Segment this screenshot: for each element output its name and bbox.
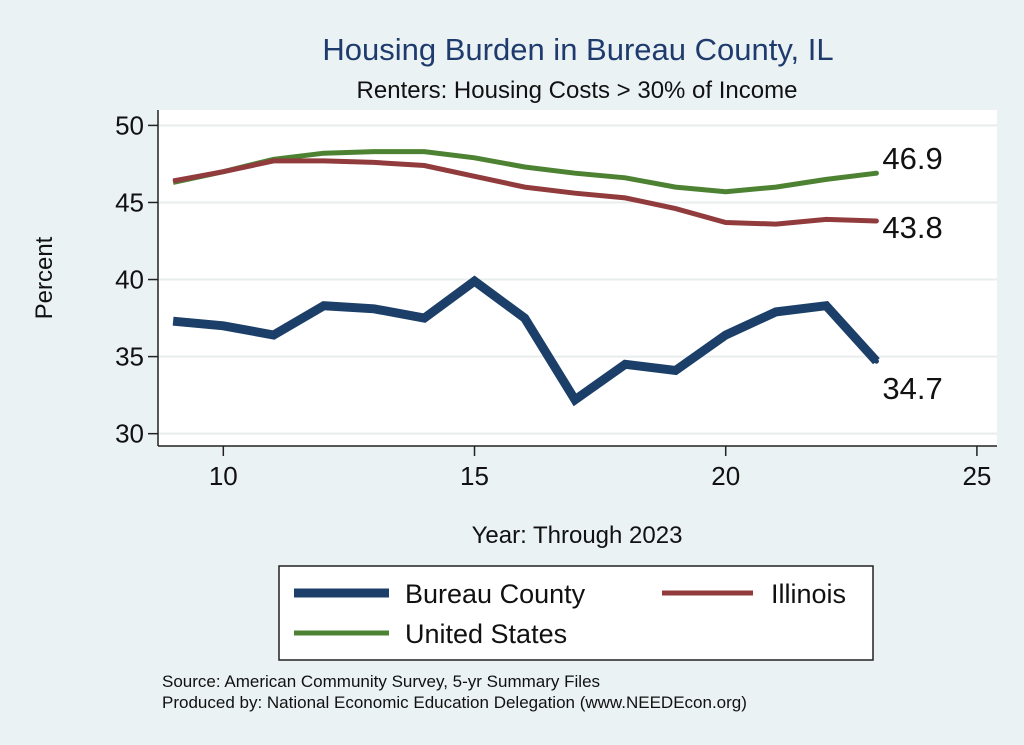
series-layer: 34.7 43.8 46.9: [172, 141, 943, 407]
x-tick-label: 20: [711, 461, 740, 491]
axes: 30 35 40 45 50 10 15 20 25: [115, 110, 997, 491]
y-tick-label: 30: [115, 419, 144, 449]
y-tick-label: 45: [115, 187, 144, 217]
series-end-point: [873, 358, 879, 364]
series-line-illinois: [172, 158, 877, 227]
legend-label: Illinois: [771, 579, 846, 609]
legend-label: Bureau County: [405, 579, 586, 609]
produced-note: Produced by: National Economic Education…: [162, 693, 747, 712]
y-axis-label: Percent: [31, 236, 58, 319]
series-end-point: [873, 170, 879, 176]
end-label: 46.9: [882, 141, 942, 176]
series-line-bureau-county: [172, 275, 880, 407]
gridlines: [158, 124, 997, 435]
chart-title: Housing Burden in Bureau County, IL: [322, 32, 833, 67]
y-tick-label: 35: [115, 342, 144, 372]
x-tick-label: 25: [962, 461, 991, 491]
chart-subtitle: Renters: Housing Costs > 30% of Income: [357, 77, 798, 104]
legend: Bureau County Illinois United States: [294, 579, 846, 649]
end-label: 34.7: [882, 371, 942, 406]
legend-label: United States: [405, 619, 567, 649]
x-tick-label: 15: [460, 461, 489, 491]
x-tick-label: 10: [209, 461, 238, 491]
y-tick-label: 50: [115, 110, 144, 140]
legend-box: [278, 565, 874, 661]
plot-area: [158, 110, 997, 446]
x-axis-label: Year: Through 2023: [472, 522, 683, 549]
y-tick-label: 40: [115, 265, 144, 295]
series-end-point: [873, 218, 879, 224]
end-label: 43.8: [882, 210, 942, 245]
source-note: Source: American Community Survey, 5-yr …: [162, 672, 600, 691]
series-line-united-states: [172, 149, 877, 195]
